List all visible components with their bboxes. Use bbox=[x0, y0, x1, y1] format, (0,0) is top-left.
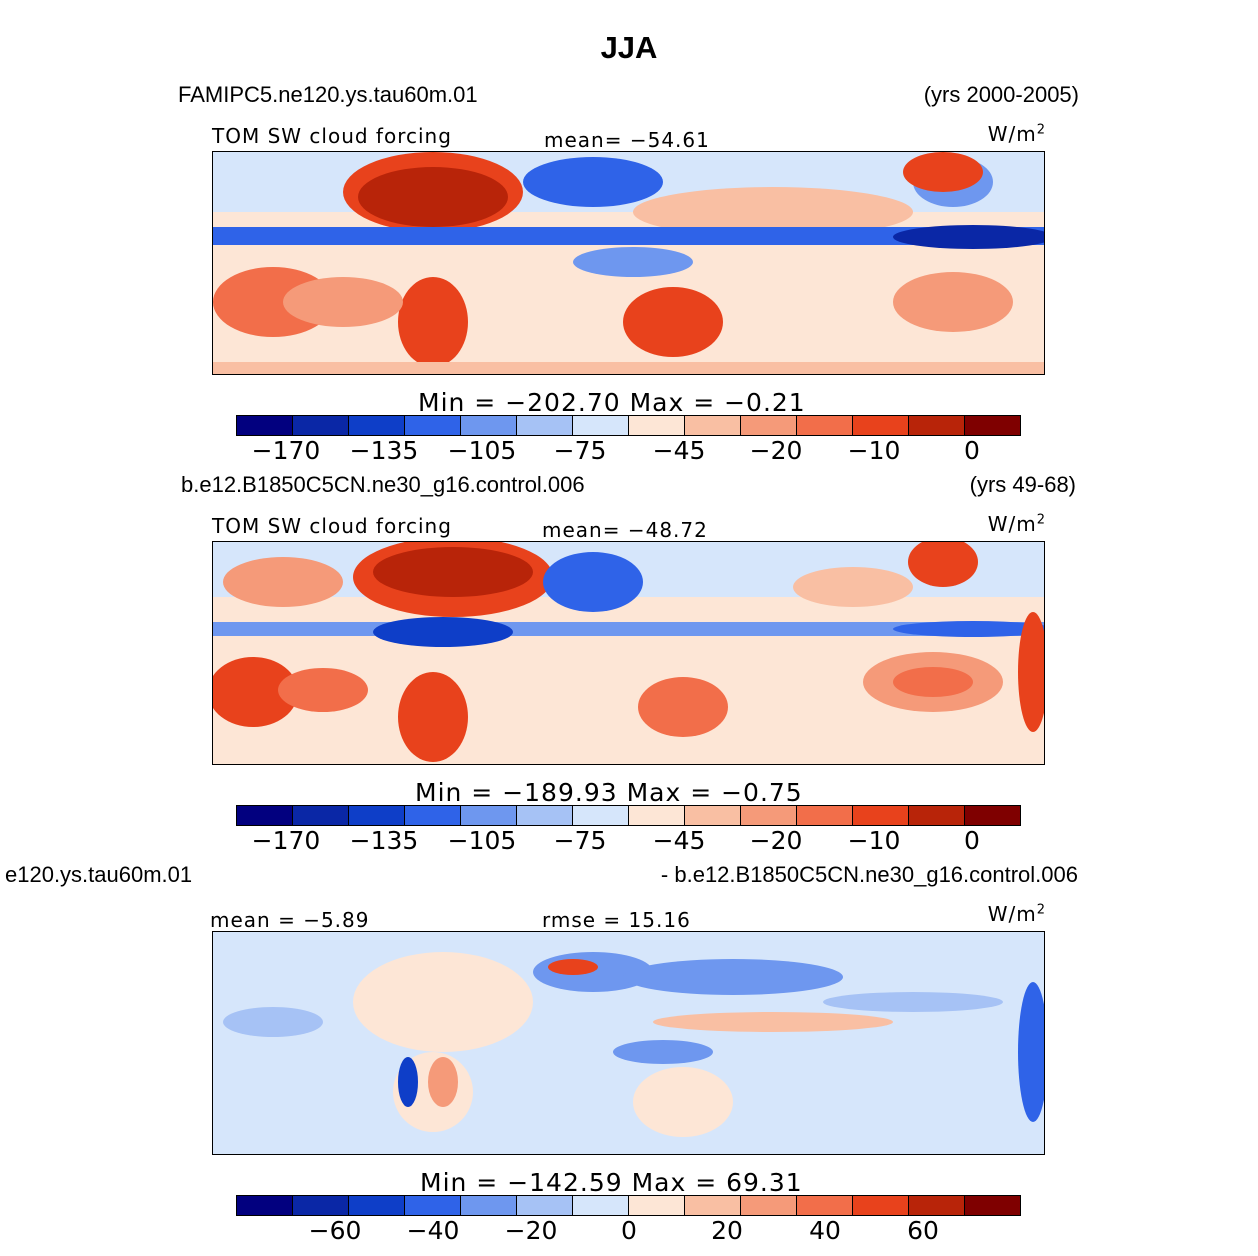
colorbar-box bbox=[237, 806, 293, 825]
colorbar-box bbox=[909, 806, 965, 825]
colorbar-box bbox=[461, 806, 517, 825]
panel3-tick: 0 bbox=[621, 1216, 637, 1245]
colorbar-box bbox=[797, 1196, 853, 1215]
panel1-minmax: Min = −202.70 Max = −0.21 bbox=[418, 388, 806, 417]
panel1-tick: −135 bbox=[349, 436, 419, 465]
panel2-tick: −135 bbox=[349, 826, 419, 855]
colorbar-box bbox=[965, 806, 1020, 825]
panel3-tick: −20 bbox=[504, 1216, 558, 1245]
colorbar-box bbox=[293, 416, 349, 435]
colorbar-box bbox=[629, 1196, 685, 1215]
colorbar-box bbox=[853, 416, 909, 435]
colorbar-box bbox=[573, 806, 629, 825]
panel3-units: W/m2 bbox=[987, 902, 1046, 926]
panel2-case-name: b.e12.B1850C5CN.ne30_g16.control.006 bbox=[181, 472, 585, 497]
panel2-tick: −75 bbox=[553, 826, 607, 855]
panel2-colorbar bbox=[236, 805, 1021, 826]
colorbar-box bbox=[909, 416, 965, 435]
colorbar-box bbox=[349, 1196, 405, 1215]
panel2-minmax: Min = −189.93 Max = −0.75 bbox=[415, 778, 803, 807]
panel3-tick: 20 bbox=[711, 1216, 743, 1245]
panel1-tick: −20 bbox=[749, 436, 803, 465]
panel3-case-name: e120.ys.tau60m.01 bbox=[5, 862, 193, 887]
colorbar-box bbox=[965, 1196, 1020, 1215]
panel1-mean: mean= −54.61 bbox=[544, 128, 710, 152]
colorbar-box bbox=[629, 416, 685, 435]
panel3-mean: mean = −5.89 bbox=[210, 908, 370, 932]
panel2-tick: −20 bbox=[749, 826, 803, 855]
panel1-tick: −75 bbox=[553, 436, 607, 465]
panel1-variable: TOM SW cloud forcing bbox=[212, 124, 452, 148]
colorbar-box bbox=[349, 416, 405, 435]
panel3-minus-case: - b.e12.B1850C5CN.ne30_g16.control.006 bbox=[660, 862, 1078, 887]
colorbar-box bbox=[405, 1196, 461, 1215]
colorbar-box bbox=[685, 416, 741, 435]
colorbar-box bbox=[573, 1196, 629, 1215]
panel2-tick: −105 bbox=[447, 826, 517, 855]
panel3-tick: 60 bbox=[907, 1216, 939, 1245]
colorbar-box bbox=[461, 416, 517, 435]
panel3-map bbox=[212, 931, 1045, 1155]
colorbar-box bbox=[853, 806, 909, 825]
colorbar-box bbox=[853, 1196, 909, 1215]
colorbar-box bbox=[685, 1196, 741, 1215]
panel2-tick: −45 bbox=[652, 826, 706, 855]
colorbar-box bbox=[517, 806, 573, 825]
panel3-tick: −60 bbox=[308, 1216, 362, 1245]
panel3-minmax: Min = −142.59 Max = 69.31 bbox=[420, 1168, 803, 1197]
panel1-tick: −105 bbox=[447, 436, 517, 465]
colorbar-box bbox=[797, 416, 853, 435]
colorbar-box bbox=[909, 1196, 965, 1215]
panel3-colorbar bbox=[236, 1195, 1021, 1216]
colorbar-box bbox=[517, 1196, 573, 1215]
panel2-years: (yrs 49-68) bbox=[969, 472, 1076, 497]
colorbar-box bbox=[573, 416, 629, 435]
panel1-tick: −45 bbox=[652, 436, 706, 465]
panel2-tick: 0 bbox=[964, 826, 980, 855]
colorbar-box bbox=[965, 416, 1020, 435]
colorbar-box bbox=[293, 1196, 349, 1215]
colorbar-box bbox=[237, 416, 293, 435]
panel3-tick: 40 bbox=[809, 1216, 841, 1245]
colorbar-box bbox=[517, 416, 573, 435]
panel1-tick: −170 bbox=[251, 436, 321, 465]
colorbar-box bbox=[741, 1196, 797, 1215]
colorbar-box bbox=[461, 1196, 517, 1215]
panel2-units: W/m2 bbox=[987, 512, 1046, 536]
panel3-tick: −40 bbox=[406, 1216, 460, 1245]
panel1-tick: 0 bbox=[964, 436, 980, 465]
panel1-colorbar bbox=[236, 415, 1021, 436]
panel2-tick: −170 bbox=[251, 826, 321, 855]
panel2-mean: mean= −48.72 bbox=[542, 518, 708, 542]
panel1-tick: −10 bbox=[847, 436, 901, 465]
panel2-map bbox=[212, 541, 1045, 765]
panel1-case-name: FAMIPC5.ne120.ys.tau60m.01 bbox=[178, 82, 478, 107]
colorbar-box bbox=[405, 806, 461, 825]
figure-title: JJA bbox=[600, 30, 658, 65]
colorbar-box bbox=[405, 416, 461, 435]
colorbar-box bbox=[349, 806, 405, 825]
panel3-rmse: rmse = 15.16 bbox=[542, 908, 691, 932]
panel2-tick: −10 bbox=[847, 826, 901, 855]
colorbar-box bbox=[741, 416, 797, 435]
panel1-map bbox=[212, 151, 1045, 375]
colorbar-box bbox=[685, 806, 741, 825]
panel1-units: W/m2 bbox=[987, 122, 1046, 146]
colorbar-box bbox=[629, 806, 685, 825]
colorbar-box bbox=[293, 806, 349, 825]
panel2-variable: TOM SW cloud forcing bbox=[212, 514, 452, 538]
colorbar-box bbox=[237, 1196, 293, 1215]
panel1-years: (yrs 2000-2005) bbox=[923, 82, 1079, 107]
colorbar-box bbox=[797, 806, 853, 825]
colorbar-box bbox=[741, 806, 797, 825]
